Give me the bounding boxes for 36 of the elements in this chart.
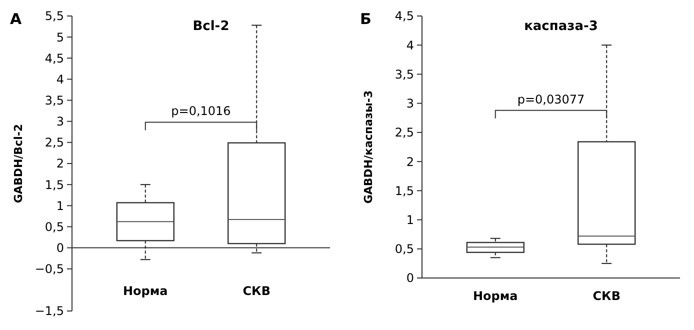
y-tick-label: 2,5 bbox=[394, 126, 414, 140]
y-tick-label: 0,5 bbox=[44, 220, 64, 234]
y-tick-label: 4 bbox=[406, 38, 414, 52]
text: Б bbox=[360, 10, 372, 28]
y-axis-title: GABDH/Bcl-2 bbox=[12, 124, 25, 204]
y-tick-label: 0,5 bbox=[394, 242, 414, 256]
y-axis-title: GABDH/каспазы-3 bbox=[362, 90, 375, 204]
y-tick-label: 0 bbox=[406, 271, 414, 286]
text: А bbox=[10, 10, 22, 28]
chart-title: Bcl-2 bbox=[192, 19, 230, 34]
y-tick-label: 1 bbox=[406, 212, 414, 227]
x-tick-label: СКВ bbox=[242, 284, 270, 298]
y-tick-label: 3,5 bbox=[394, 67, 414, 82]
y-tick-label: −0,5 bbox=[34, 262, 64, 276]
y-tick-label: 2 bbox=[406, 154, 414, 169]
x-tick-label: СКВ bbox=[592, 289, 620, 303]
y-tick-label: 1,5 bbox=[44, 178, 64, 192]
y-tick-label: 3 bbox=[56, 114, 64, 129]
y-tick-label: 5,5 bbox=[44, 9, 64, 24]
y-tick-label: 3,5 bbox=[44, 93, 64, 108]
y-tick-label: 1 bbox=[56, 198, 64, 213]
y-tick-label: 1,5 bbox=[394, 184, 414, 198]
x-tick-label: Норма bbox=[473, 289, 518, 303]
y-tick-label: 4,5 bbox=[394, 9, 414, 24]
annotation: p=0,1016 bbox=[171, 104, 231, 118]
y-tick-label: −1,5 bbox=[34, 304, 64, 318]
chart-title: каспаза-3 bbox=[524, 19, 598, 34]
y-tick-label: 4 bbox=[56, 72, 64, 86]
annotation: p=0,03077 bbox=[517, 92, 585, 106]
y-tick-label: 2 bbox=[56, 156, 64, 171]
y-tick-label: 2,5 bbox=[44, 136, 64, 150]
y-tick-label: 3 bbox=[406, 96, 414, 111]
x-tick-label: Норма bbox=[123, 284, 168, 298]
y-tick-label: 5 bbox=[56, 30, 64, 44]
y-tick-label: 4,5 bbox=[44, 51, 64, 66]
y-tick-label: 0 bbox=[56, 240, 64, 255]
